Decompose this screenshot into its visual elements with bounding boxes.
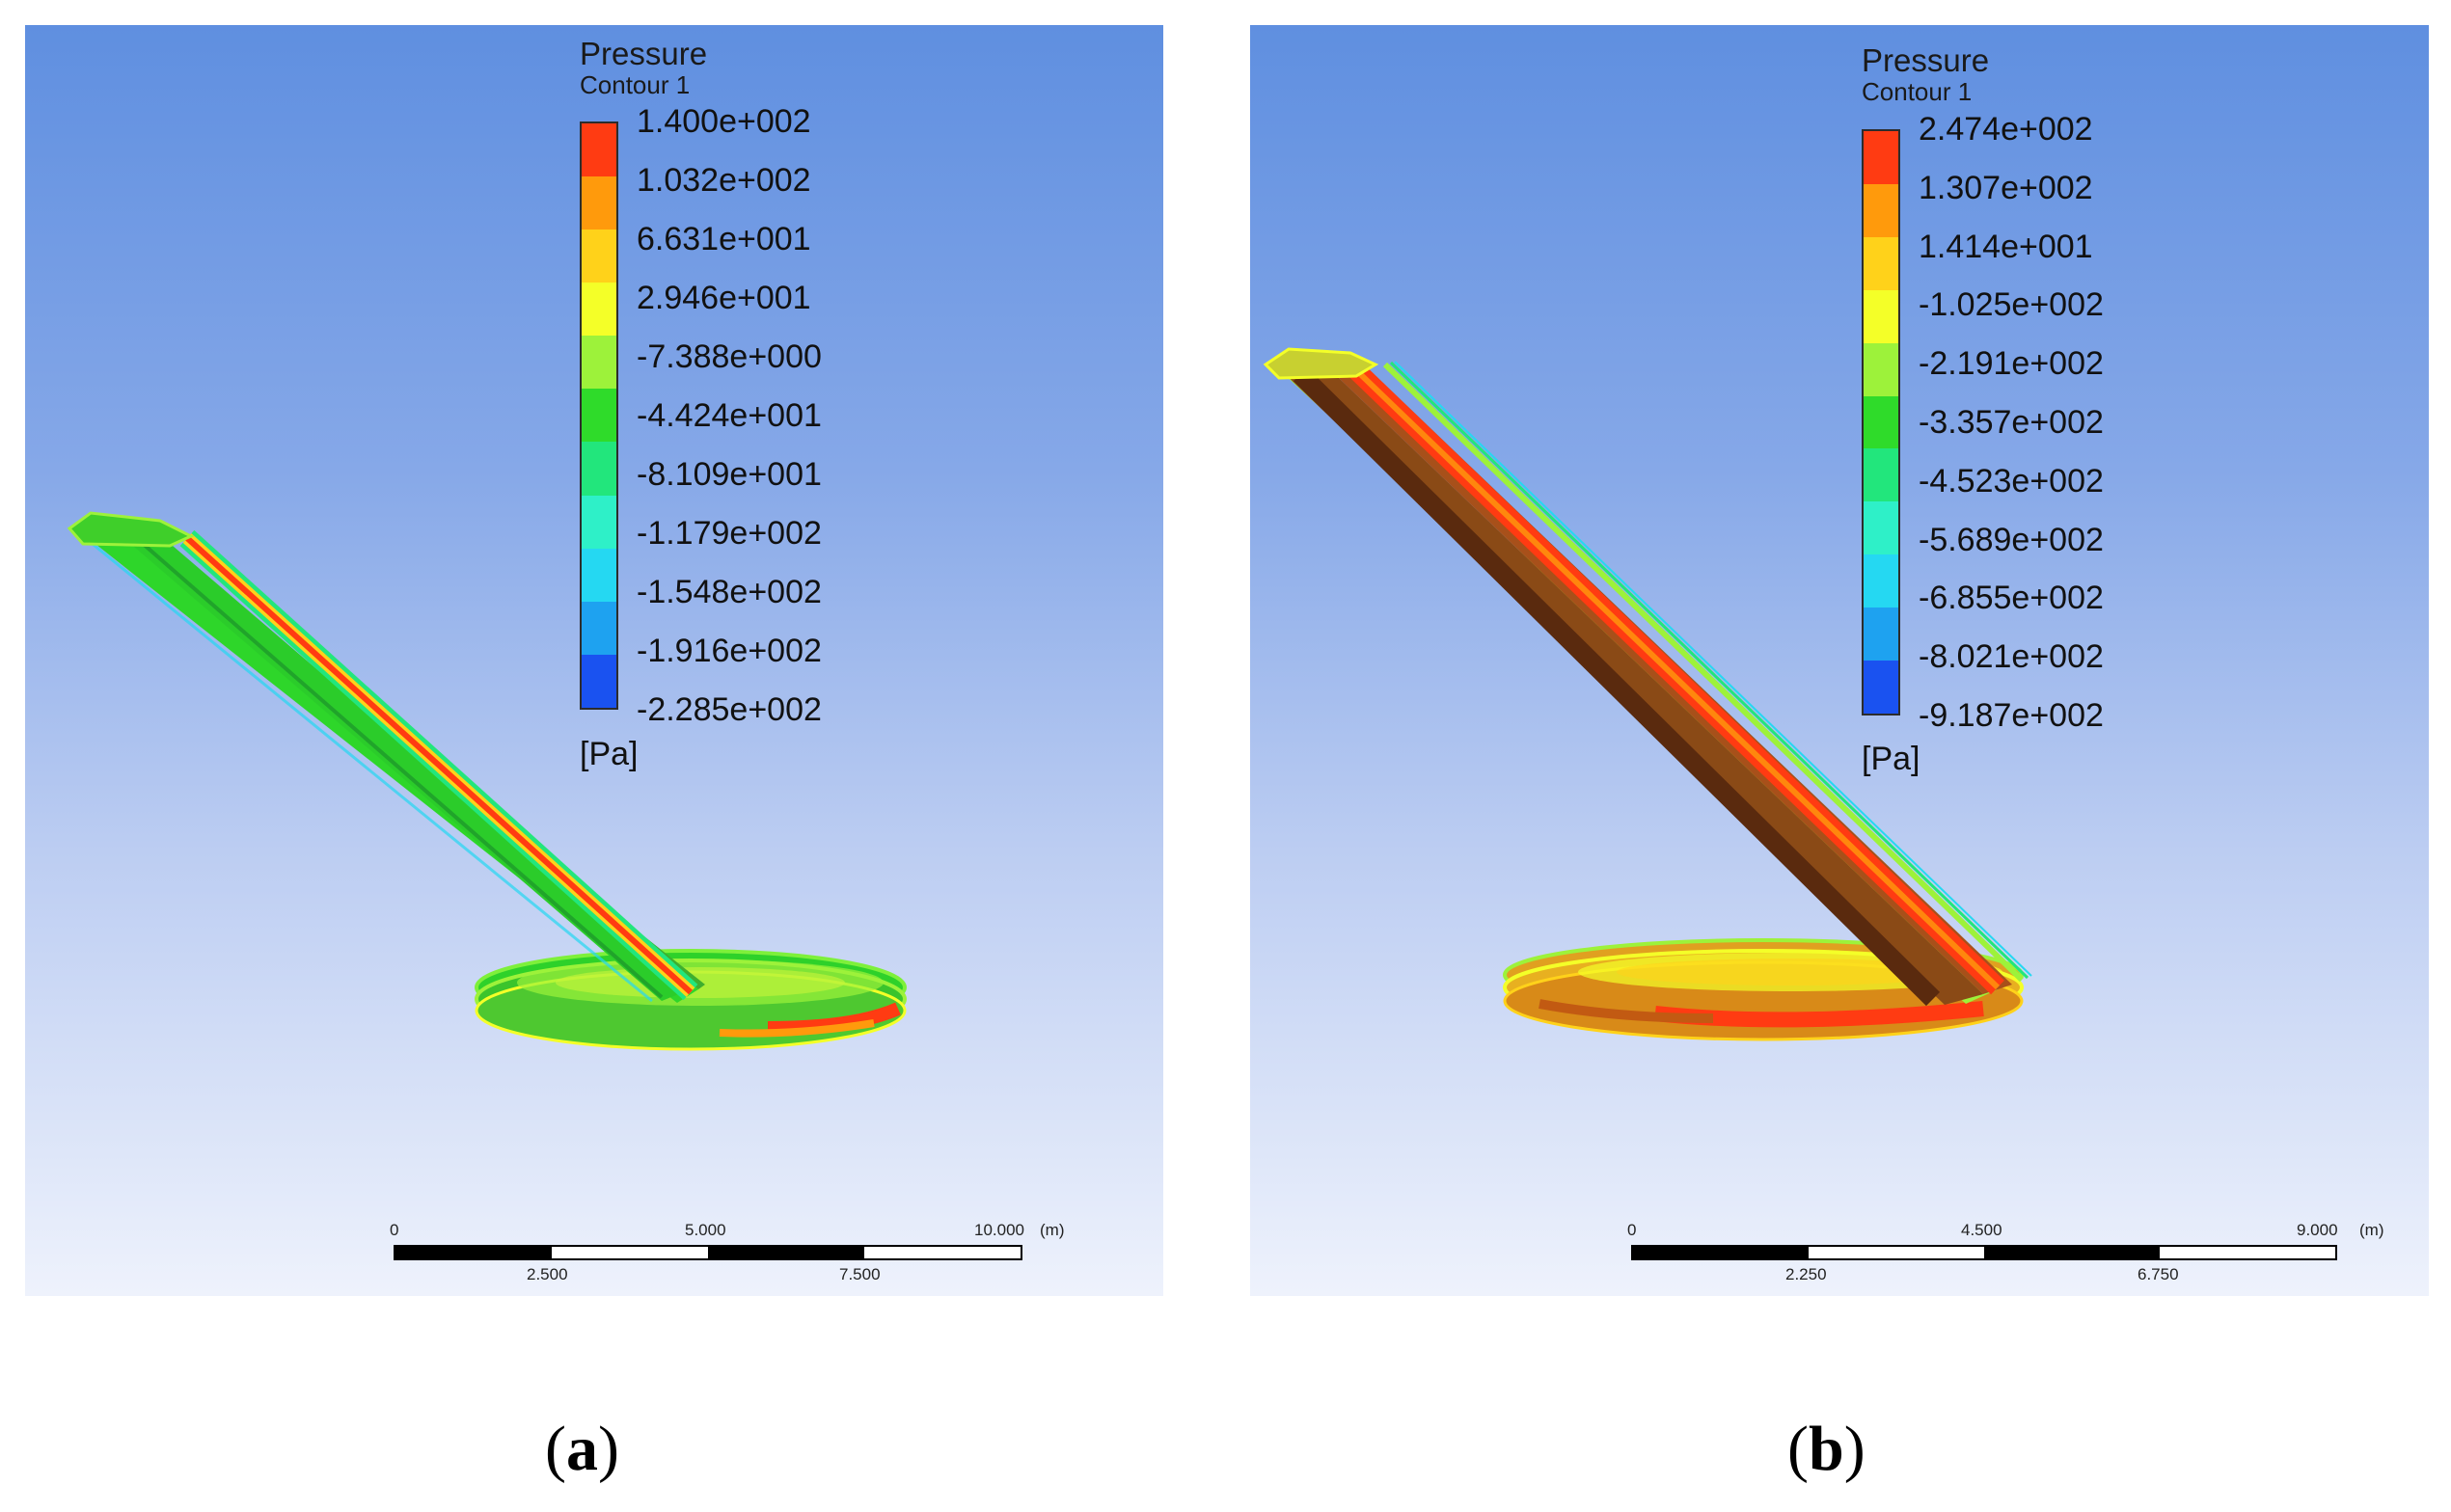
contour-panel-b: Pressure Contour 1 2.474e+002 1.307e+002 1…	[1250, 25, 2429, 1296]
colorbar-segment	[1864, 448, 1898, 502]
unit-label-a: [Pa]	[580, 736, 639, 772]
caption-a-open: (	[545, 1414, 566, 1484]
colorbar-segment	[582, 495, 616, 549]
caption-a-close: )	[597, 1414, 619, 1484]
contour-panel-a: Pressure Contour 1 1.400e+002 1.032e+002 6…	[25, 25, 1163, 1296]
colorbar-segment	[582, 283, 616, 337]
scale-label-max-a: 10.000	[974, 1221, 1024, 1239]
colorbar-segment	[582, 230, 616, 284]
scale-unit-b: (m)	[2359, 1221, 2384, 1239]
colorbar-segment	[582, 336, 616, 390]
scale-label-q1-a: 2.500	[527, 1265, 568, 1283]
colorbar-segment	[1864, 131, 1898, 184]
caption-a-letter: a	[565, 1414, 598, 1484]
colorbar-tick-label: -8.109e+001	[637, 456, 822, 493]
colorbar-a	[580, 122, 618, 710]
caption-a: (a)	[545, 1413, 619, 1486]
colorbar-segment	[582, 123, 616, 177]
colorbar-tick-label: -9.187e+002	[1919, 697, 2104, 734]
colorbar-tick-label: 1.032e+002	[637, 162, 811, 199]
scale-label-mid-b: 4.500	[1961, 1221, 2002, 1239]
colorbar-tick-label: -1.025e+002	[1919, 286, 2104, 324]
legend-title-b: Pressure	[1862, 42, 1990, 78]
scale-label-q1-b: 2.250	[1785, 1265, 1827, 1283]
pressure-contour-render-a	[67, 511, 907, 1051]
colorbar-tick-label: 2.474e+002	[1919, 111, 2093, 148]
colorbar-tick-label: 1.400e+002	[637, 103, 811, 140]
colorbar-tick-label: -4.523e+002	[1919, 462, 2104, 500]
colorbar-tick-label: 1.414e+001	[1919, 228, 2093, 265]
scale-label-q3-b: 6.750	[2138, 1265, 2179, 1283]
colorbar-segment	[1864, 661, 1898, 714]
colorbar-segment	[1864, 183, 1898, 237]
colorbar-tick-label: -2.191e+002	[1919, 345, 2104, 383]
legend-title-a: Pressure	[580, 36, 708, 71]
colorbar-tick-label: 6.631e+001	[637, 221, 811, 257]
colorbar-segment	[1864, 289, 1898, 343]
colorbar-segment	[1864, 608, 1898, 662]
scale-bar-a	[394, 1245, 1022, 1260]
colorbar-tick-label: -1.916e+002	[637, 633, 822, 669]
colorbar-segment	[1864, 342, 1898, 396]
caption-b-letter: b	[1808, 1414, 1844, 1484]
colorbar-segment	[1864, 554, 1898, 608]
colorbar-segment	[1864, 236, 1898, 290]
colorbar-segment	[582, 442, 616, 496]
colorbar-segment	[582, 654, 616, 708]
colorbar-tick-label: -1.548e+002	[637, 574, 822, 610]
colorbar-tick-label: -8.021e+002	[1919, 638, 2104, 676]
scale-unit-a: (m)	[1040, 1221, 1065, 1239]
colorbar-tick-label: -7.388e+000	[637, 338, 822, 375]
colorbar-tick-label: 1.307e+002	[1919, 169, 2093, 206]
scale-bar-b	[1631, 1245, 2337, 1260]
colorbar-segment	[582, 176, 616, 230]
colorbar-b	[1862, 129, 1900, 716]
scale-label-max-b: 9.000	[2297, 1221, 2338, 1239]
colorbar-segment	[582, 548, 616, 602]
scale-label-0-a: 0	[390, 1221, 399, 1239]
colorbar-tick-label: -1.179e+002	[637, 515, 822, 552]
colorbar-segment	[1864, 501, 1898, 555]
colorbar-tick-label: -5.689e+002	[1919, 521, 2104, 558]
colorbar-tick-label: -2.285e+002	[637, 691, 822, 728]
scale-label-mid-a: 5.000	[685, 1221, 726, 1239]
colorbar-segment	[582, 601, 616, 655]
colorbar-tick-label: -6.855e+002	[1919, 580, 2104, 617]
colorbar-tick-label: -4.424e+001	[637, 397, 822, 434]
pressure-contour-render-b	[1263, 347, 2032, 1041]
caption-b: (b)	[1787, 1413, 1865, 1486]
colorbar-tick-label: 2.946e+001	[637, 280, 811, 316]
legend-subtitle-a: Contour 1	[580, 70, 691, 99]
colorbar-segment	[582, 389, 616, 443]
scale-label-q3-a: 7.500	[839, 1265, 881, 1283]
colorbar-tick-label: -3.357e+002	[1919, 404, 2104, 441]
caption-b-open: (	[1787, 1414, 1809, 1484]
unit-label-b: [Pa]	[1862, 741, 1920, 777]
caption-b-close: )	[1843, 1414, 1865, 1484]
scale-label-0-b: 0	[1627, 1221, 1637, 1239]
legend-subtitle-b: Contour 1	[1862, 77, 1973, 106]
colorbar-segment	[1864, 395, 1898, 449]
